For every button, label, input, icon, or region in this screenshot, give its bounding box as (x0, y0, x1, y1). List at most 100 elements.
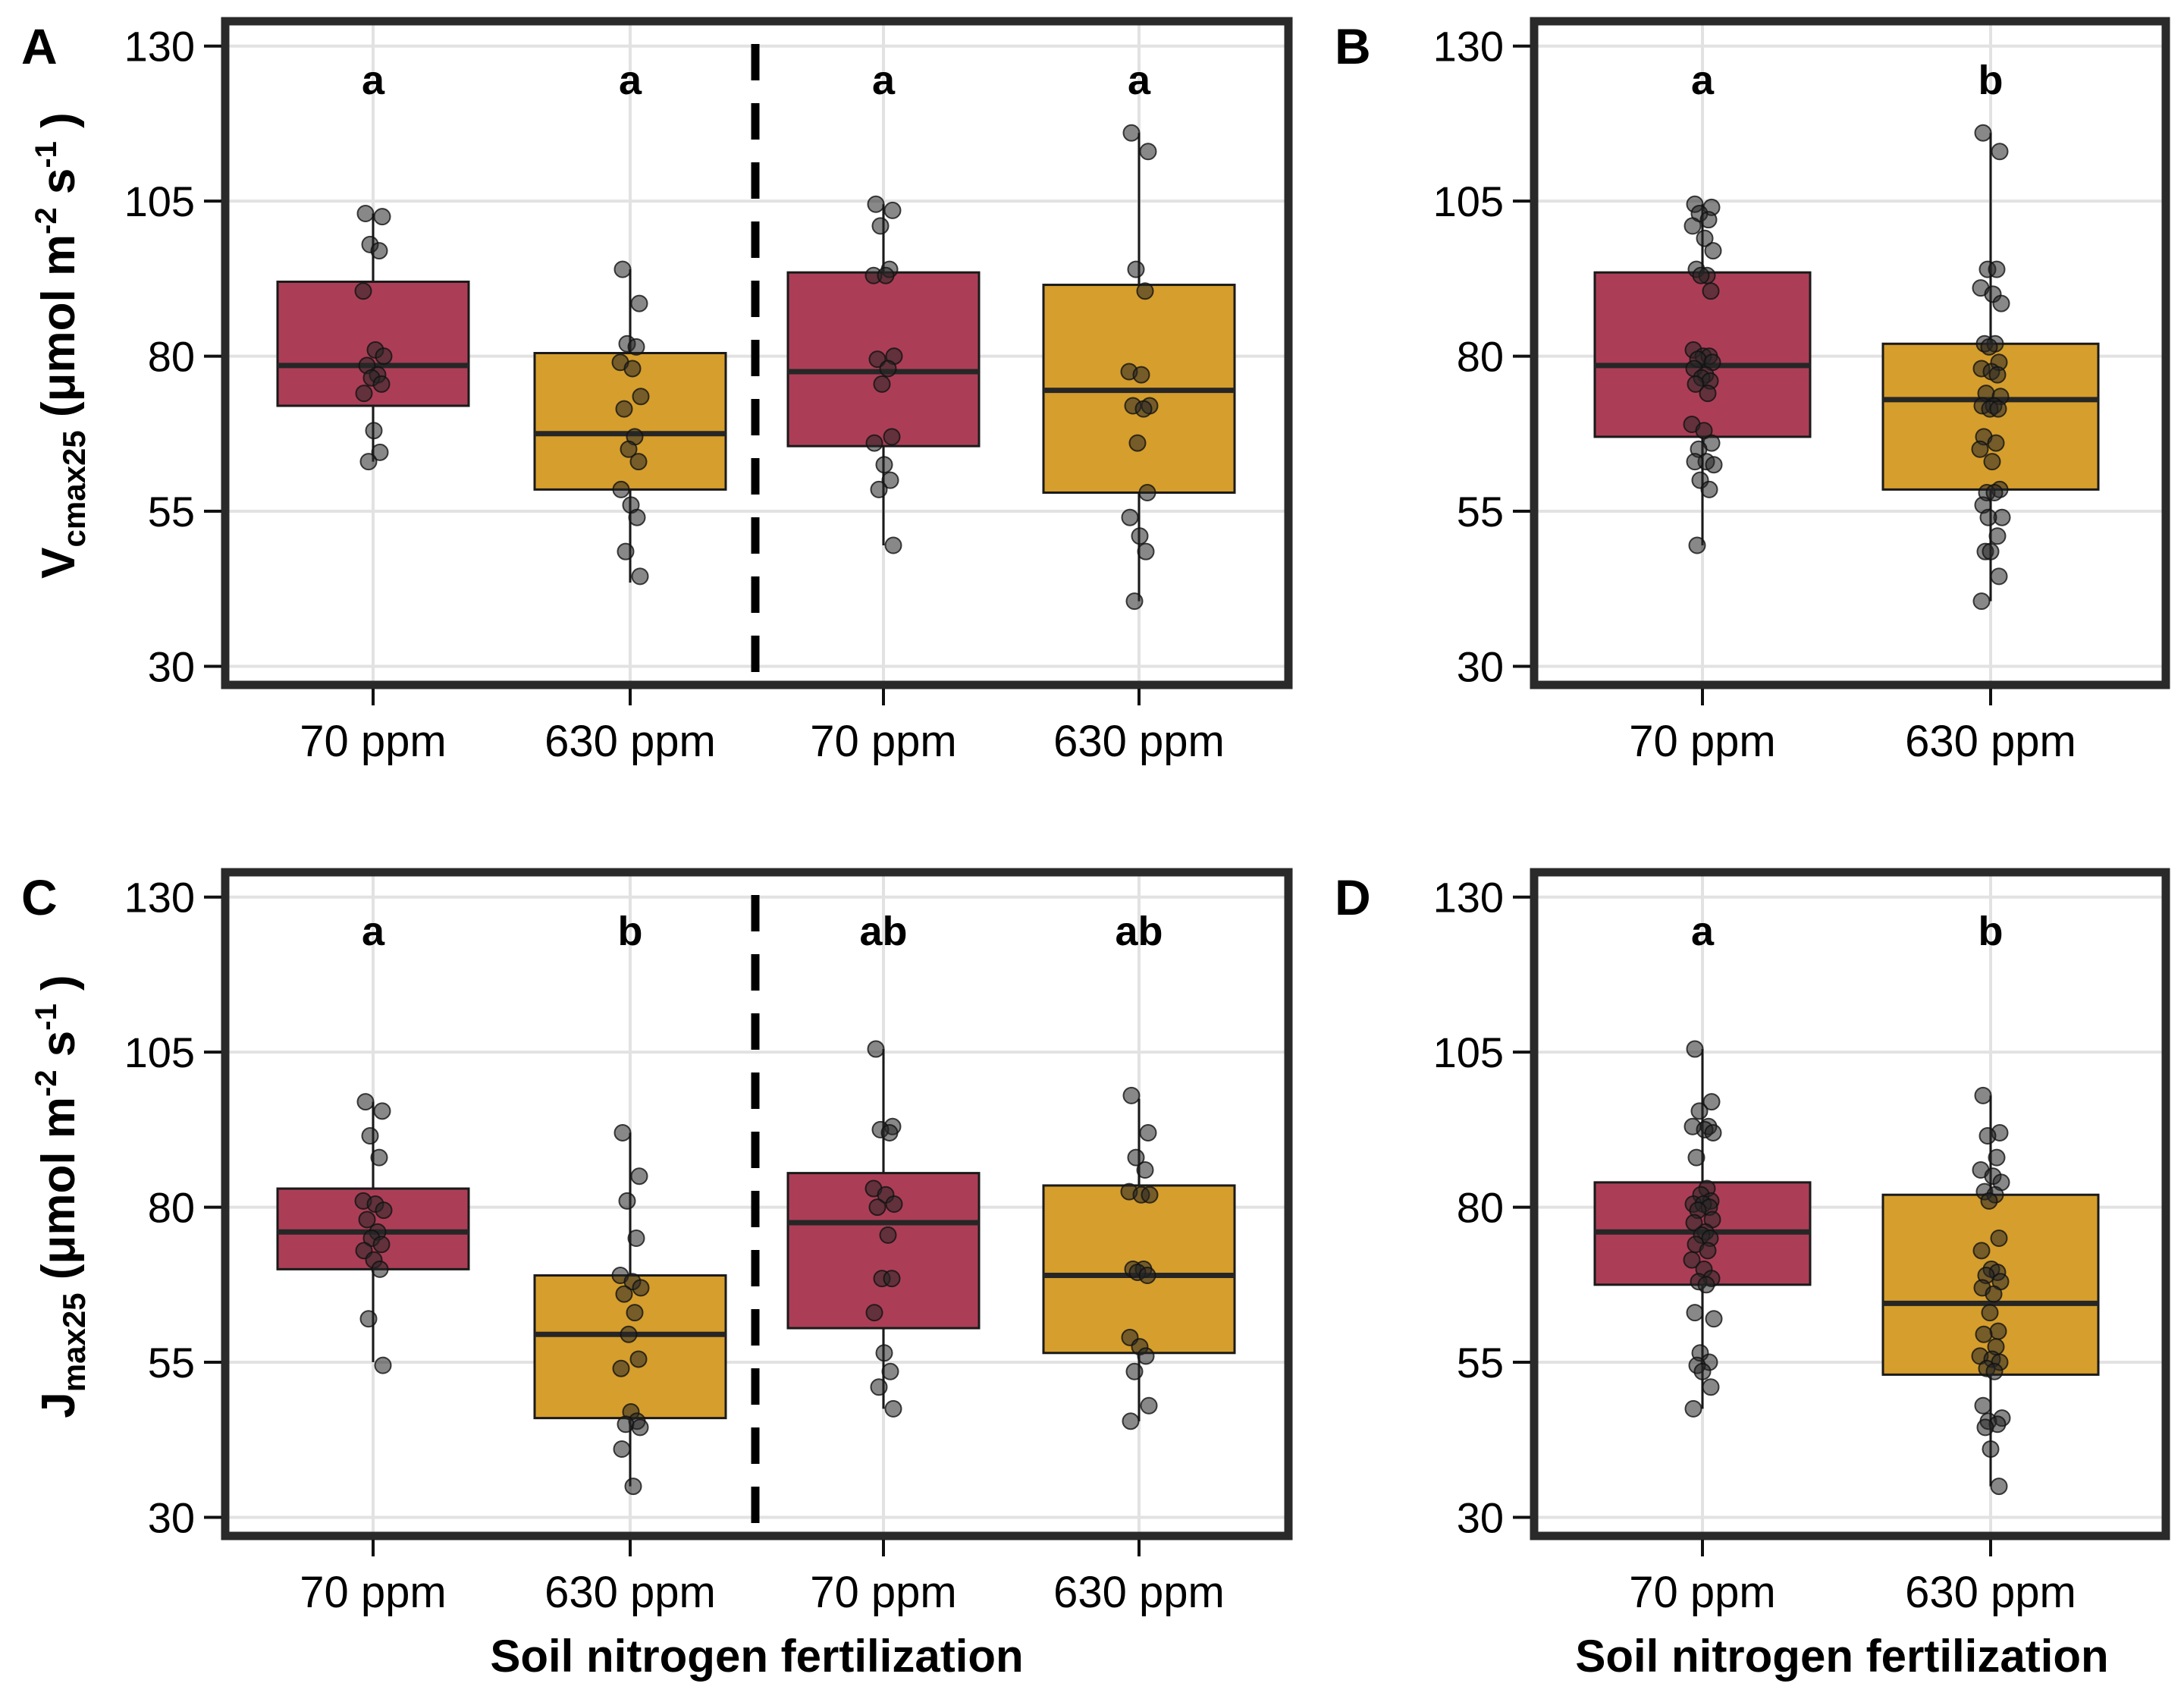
data-point-2-12 (612, 480, 630, 498)
x-tick-label-2: 630 ppm (1905, 717, 2076, 766)
y-axis-title-part-2: max25 (56, 1292, 92, 1392)
y-tick-label-55: 55 (1457, 1339, 1504, 1387)
y-axis-title-part-7: ) (33, 112, 85, 141)
data-point-1-21 (1687, 375, 1705, 393)
data-point-2-1 (613, 1123, 632, 1142)
x-tick-label-2: 630 ppm (544, 717, 716, 766)
data-point-4-17 (1122, 1412, 1140, 1430)
data-point-1-14 (371, 443, 389, 461)
data-point-1-5 (354, 282, 372, 300)
y-tick-label-55: 55 (148, 488, 195, 535)
x-tick-label-1: 70 ppm (300, 1568, 446, 1617)
data-point-1-4 (370, 242, 388, 260)
data-point-2-22 (1987, 434, 2005, 452)
y-axis-title-part-6: -1 (30, 1003, 63, 1031)
data-point-1-8 (358, 1211, 376, 1229)
data-point-2-1 (613, 260, 632, 278)
data-point-2-8 (615, 1285, 633, 1303)
data-point-4-11 (1138, 483, 1156, 501)
data-point-2-16 (631, 567, 649, 586)
data-point-1-10 (1692, 266, 1710, 284)
data-point-2-4 (627, 338, 645, 356)
data-point-1-3 (1690, 1102, 1709, 1120)
data-point-2-3 (1978, 1127, 1997, 1145)
data-point-2-6 (623, 360, 642, 378)
panel-frame (221, 868, 1293, 1540)
data-point-2-18 (1985, 1285, 2003, 1303)
data-point-2-11 (629, 453, 648, 471)
data-point-2-21 (1975, 1325, 1993, 1343)
data-point-2-16 (631, 1418, 649, 1437)
data-point-1-11 (372, 375, 391, 393)
data-point-2-15 (617, 542, 635, 561)
data-point-1-4 (370, 1148, 388, 1167)
data-point-4-10 (1128, 434, 1147, 452)
y-axis-title-part-5: s (33, 1031, 85, 1070)
y-tick-label-80: 80 (1457, 1184, 1504, 1232)
data-point-4-7 (1141, 1186, 1159, 1204)
data-point-1-22 (1699, 385, 1717, 403)
data-point-3-12 (865, 1304, 883, 1322)
data-point-4-2 (1139, 143, 1157, 161)
data-point-4-15 (1125, 1362, 1144, 1380)
data-point-4-14 (1137, 1347, 1155, 1365)
data-point-3-14 (881, 1362, 899, 1380)
y-axis-title-part-4: -2 (30, 1069, 63, 1097)
data-point-2-4 (1988, 260, 2006, 278)
data-point-4-4 (1136, 1161, 1154, 1179)
data-point-2-33 (1982, 1440, 2000, 1459)
data-point-4-11 (1138, 1267, 1156, 1285)
data-point-2-34 (1990, 1478, 2008, 1496)
data-point-2-30 (1979, 508, 1997, 526)
x-tick-label-4: 630 ppm (1053, 1568, 1225, 1617)
data-point-4-1 (1122, 1086, 1141, 1104)
data-point-2-10 (620, 440, 638, 458)
y-axis-title-part-1: V (33, 547, 85, 578)
y-tick-label-105: 105 (124, 1029, 195, 1076)
data-point-2-1 (1974, 124, 1992, 142)
significance-letter-1: a (1691, 58, 1715, 103)
y-tick-label-105: 105 (1433, 1029, 1504, 1076)
data-point-3-1 (867, 1040, 885, 1058)
data-point-1-29 (1705, 1310, 1723, 1328)
data-point-1-15 (359, 1310, 378, 1328)
data-point-2-31 (1988, 527, 2007, 545)
data-point-4-6 (1132, 366, 1150, 384)
data-point-2-17 (613, 1440, 631, 1459)
significance-letter-1: a (362, 58, 385, 103)
data-point-2-11 (1990, 1229, 2008, 1247)
data-point-2-19 (1981, 1304, 1999, 1322)
data-point-1-34 (1702, 1378, 1720, 1396)
data-point-2-14 (628, 508, 646, 526)
panel-letter-d: D (1335, 869, 1371, 925)
y-tick-label-105: 105 (124, 177, 195, 225)
y-tick-label-30: 30 (148, 642, 195, 690)
data-point-4-15 (1125, 592, 1144, 611)
data-point-3-14 (881, 471, 899, 489)
data-point-3-8 (868, 1198, 886, 1217)
data-point-1-22 (1699, 1242, 1717, 1260)
x-tick-label-2: 630 ppm (544, 1568, 716, 1617)
x-tick-label-2: 630 ppm (1905, 1568, 2076, 1617)
data-point-3-4 (880, 1123, 899, 1142)
panel-d-jmax25-pooled: a b 30 55 80 105 130 70 ppm 630 ppm D (1335, 868, 2170, 1617)
data-point-2-18 (624, 1478, 642, 1496)
y-tick-label-55: 55 (1457, 488, 1504, 535)
data-point-3-3 (871, 217, 890, 235)
panel-frame (1530, 17, 2170, 689)
data-point-1-1 (356, 205, 375, 223)
data-point-1-29 (1705, 456, 1723, 474)
y-tick-label-30: 30 (1457, 1493, 1504, 1541)
data-point-1-17 (1685, 1214, 1703, 1232)
data-point-2-2 (630, 1167, 648, 1186)
data-point-2-7 (632, 1279, 650, 1297)
significance-letter-2: b (618, 909, 643, 954)
y-tick-label-80: 80 (148, 333, 195, 381)
data-point-4-1 (1122, 124, 1141, 142)
y-tick-label-30: 30 (1457, 642, 1504, 690)
y-tick-label-80: 80 (1457, 333, 1504, 381)
significance-letter-1: a (1691, 909, 1715, 954)
box-3 (786, 1172, 981, 1330)
